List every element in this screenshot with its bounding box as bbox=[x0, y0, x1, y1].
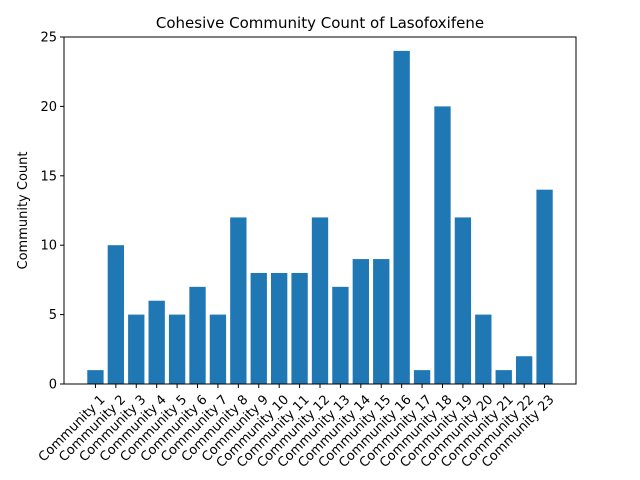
bar-13 bbox=[332, 286, 349, 384]
bar-19 bbox=[454, 217, 472, 384]
bar-18 bbox=[434, 106, 451, 385]
bar-8 bbox=[230, 217, 247, 384]
bar-12 bbox=[311, 217, 329, 384]
y-tick-label: 20 bbox=[40, 100, 57, 115]
bar-20 bbox=[475, 314, 492, 384]
y-tick-label: 10 bbox=[40, 239, 57, 254]
bar-22 bbox=[515, 356, 533, 384]
y-axis-title: Community Count bbox=[16, 152, 31, 270]
bar-5 bbox=[168, 314, 186, 384]
bar-17 bbox=[413, 370, 431, 384]
bar-23 bbox=[536, 189, 553, 384]
bar-4 bbox=[148, 300, 165, 384]
bar-11 bbox=[291, 272, 308, 384]
bar-9 bbox=[250, 272, 267, 384]
bar-3 bbox=[128, 314, 145, 384]
bar-6 bbox=[189, 286, 206, 384]
bar-7 bbox=[209, 314, 227, 384]
y-tick-label: 25 bbox=[40, 31, 57, 46]
bar-21 bbox=[495, 370, 512, 384]
y-axis-ticks: 0 5 10 15 20 25 bbox=[40, 31, 64, 393]
y-tick-label: 5 bbox=[49, 308, 57, 323]
bar-10 bbox=[271, 272, 288, 384]
bar-14 bbox=[352, 259, 369, 384]
y-tick-label: 0 bbox=[49, 378, 57, 393]
bars bbox=[87, 50, 553, 385]
y-tick-label: 15 bbox=[40, 169, 57, 184]
bar-1 bbox=[87, 370, 104, 384]
bar-15 bbox=[373, 259, 390, 384]
bar-16 bbox=[393, 50, 410, 384]
bar-2 bbox=[107, 245, 125, 384]
chart-title: Cohesive Community Count of Lasofoxifene bbox=[156, 14, 484, 32]
